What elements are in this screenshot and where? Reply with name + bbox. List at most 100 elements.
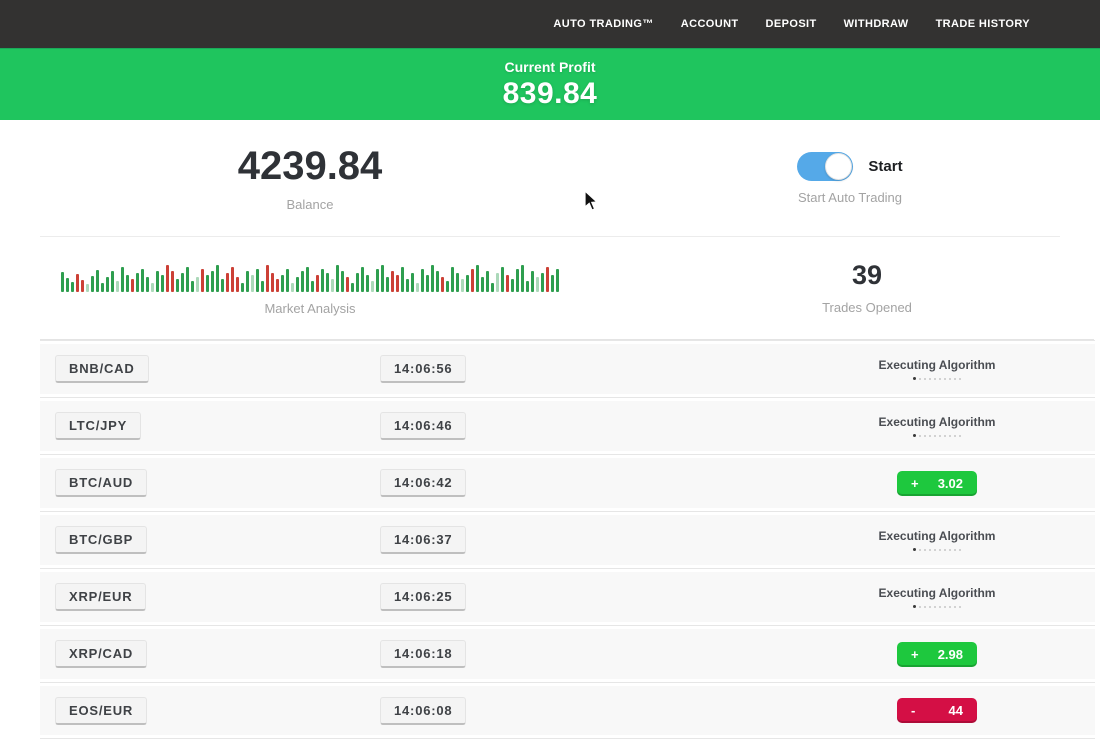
market-bar [131, 278, 134, 292]
progress-dot [954, 434, 956, 437]
progress-dot [944, 434, 946, 437]
progress-dot [949, 605, 951, 608]
market-bar [251, 274, 254, 292]
market-bar [236, 276, 239, 292]
market-bar [166, 264, 169, 292]
progress-dot [924, 434, 926, 437]
result-sign: + [911, 646, 919, 662]
market-bar [396, 274, 399, 292]
current-profit-label: Current Profit [504, 58, 596, 75]
nav-item-auto-trading[interactable]: AUTO TRADING™ [553, 18, 654, 30]
progress-dot [929, 434, 931, 437]
market-bar [481, 276, 484, 292]
market-bar [551, 274, 554, 292]
market-bar [436, 270, 439, 292]
nav-item-trade-history[interactable]: TRADE HISTORY [935, 18, 1030, 30]
market-bar [271, 272, 274, 292]
market-bar [546, 266, 549, 292]
progress-dot [954, 605, 956, 608]
market-bar [226, 272, 229, 292]
market-bar [431, 264, 434, 292]
nav-item-deposit[interactable]: DEPOSIT [765, 18, 817, 30]
market-bar [371, 280, 374, 292]
market-bar [261, 280, 264, 292]
market-bar [441, 276, 444, 292]
progress-dot [913, 548, 916, 551]
trade-row: XRP/CAD 14:06:18 +2.98 [40, 625, 1095, 682]
progress-dot [959, 434, 961, 437]
market-bar [256, 268, 259, 292]
progress-dot [939, 605, 941, 608]
time-chip: 14:06:25 [380, 583, 467, 611]
pair-chip: XRP/EUR [55, 583, 147, 611]
trade-row: XRP/EUR 14:06:25 Executing Algorithm [40, 568, 1095, 625]
profit-badge: +2.98 [897, 641, 977, 667]
market-bar [246, 270, 249, 292]
nav-item-withdraw[interactable]: WITHDRAW [843, 18, 909, 30]
market-bar [111, 270, 114, 292]
market-bar [556, 268, 559, 292]
market-bar [186, 266, 189, 292]
market-bar [216, 264, 219, 292]
dashboard: 4239.84 Balance Start Start Auto Trading… [0, 120, 1100, 739]
progress-dot [919, 434, 921, 437]
pair-chip: LTC/JPY [55, 412, 142, 440]
market-bar [291, 282, 294, 292]
progress-dot [939, 434, 941, 437]
market-bar [426, 274, 429, 292]
start-toggle-label: Start [868, 157, 903, 175]
progress-dot [949, 377, 951, 380]
progress-dots [913, 434, 961, 437]
market-bar [86, 283, 89, 292]
progress-dot [924, 377, 926, 380]
market-bar [316, 274, 319, 292]
trade-row: BNB/CAD 14:06:56 Executing Algorithm [40, 340, 1095, 397]
trade-row: BTC/GBP 14:06:37 Executing Algorithm [40, 511, 1095, 568]
loss-badge: - 44 [897, 698, 977, 723]
market-analysis-label: Market Analysis [264, 300, 356, 316]
market-bar [351, 282, 354, 292]
market-bar [366, 274, 369, 292]
progress-dots [913, 548, 961, 551]
market-bar [461, 278, 464, 292]
market-bar [391, 270, 394, 292]
market-bar [206, 274, 209, 292]
progress-dot [944, 605, 946, 608]
market-bar [466, 274, 469, 292]
trades-list: BNB/CAD 14:06:56 Executing Algorithm LTC/JP… [40, 340, 1095, 739]
current-profit-value: 839.84 [502, 76, 598, 110]
market-bar [536, 276, 539, 292]
market-bar [221, 278, 224, 292]
nav-item-account[interactable]: ACCOUNT [680, 18, 739, 30]
auto-trading-toggle[interactable] [797, 151, 854, 181]
progress-dots [913, 605, 961, 608]
pair-chip: XRP/CAD [55, 640, 148, 668]
market-bar [531, 270, 534, 292]
market-bar [491, 282, 494, 292]
progress-dot [919, 605, 921, 608]
market-bar [511, 278, 514, 292]
market-bar [381, 264, 384, 292]
result-value: 44 [948, 703, 963, 718]
trades-opened-label: Trades Opened [822, 299, 912, 315]
time-chip: 14:06:37 [380, 526, 467, 554]
market-bar [526, 280, 529, 292]
market-bar [231, 266, 234, 292]
result-sign: - [911, 703, 916, 718]
time-chip: 14:06:08 [380, 696, 467, 725]
market-bar [66, 277, 69, 292]
market-bar [276, 278, 279, 292]
progress-dot [913, 377, 916, 380]
market-bar [266, 264, 269, 292]
balance-label: Balance [286, 197, 334, 212]
market-section: Market Analysis 39 Trades Opened [40, 237, 1094, 340]
top-nav: AUTO TRADING™ ACCOUNT DEPOSIT WITHDRAW TRADE… [0, 0, 1100, 48]
market-bar [486, 270, 489, 292]
start-auto-trading-label: Start Auto Trading [797, 189, 903, 205]
result-value: 2.98 [937, 646, 963, 662]
progress-dot [944, 377, 946, 380]
executing-algorithm-label: Executing Algorithm [878, 586, 996, 600]
progress-dot [954, 548, 956, 551]
market-bar [151, 282, 154, 292]
progress-dot [919, 548, 921, 551]
